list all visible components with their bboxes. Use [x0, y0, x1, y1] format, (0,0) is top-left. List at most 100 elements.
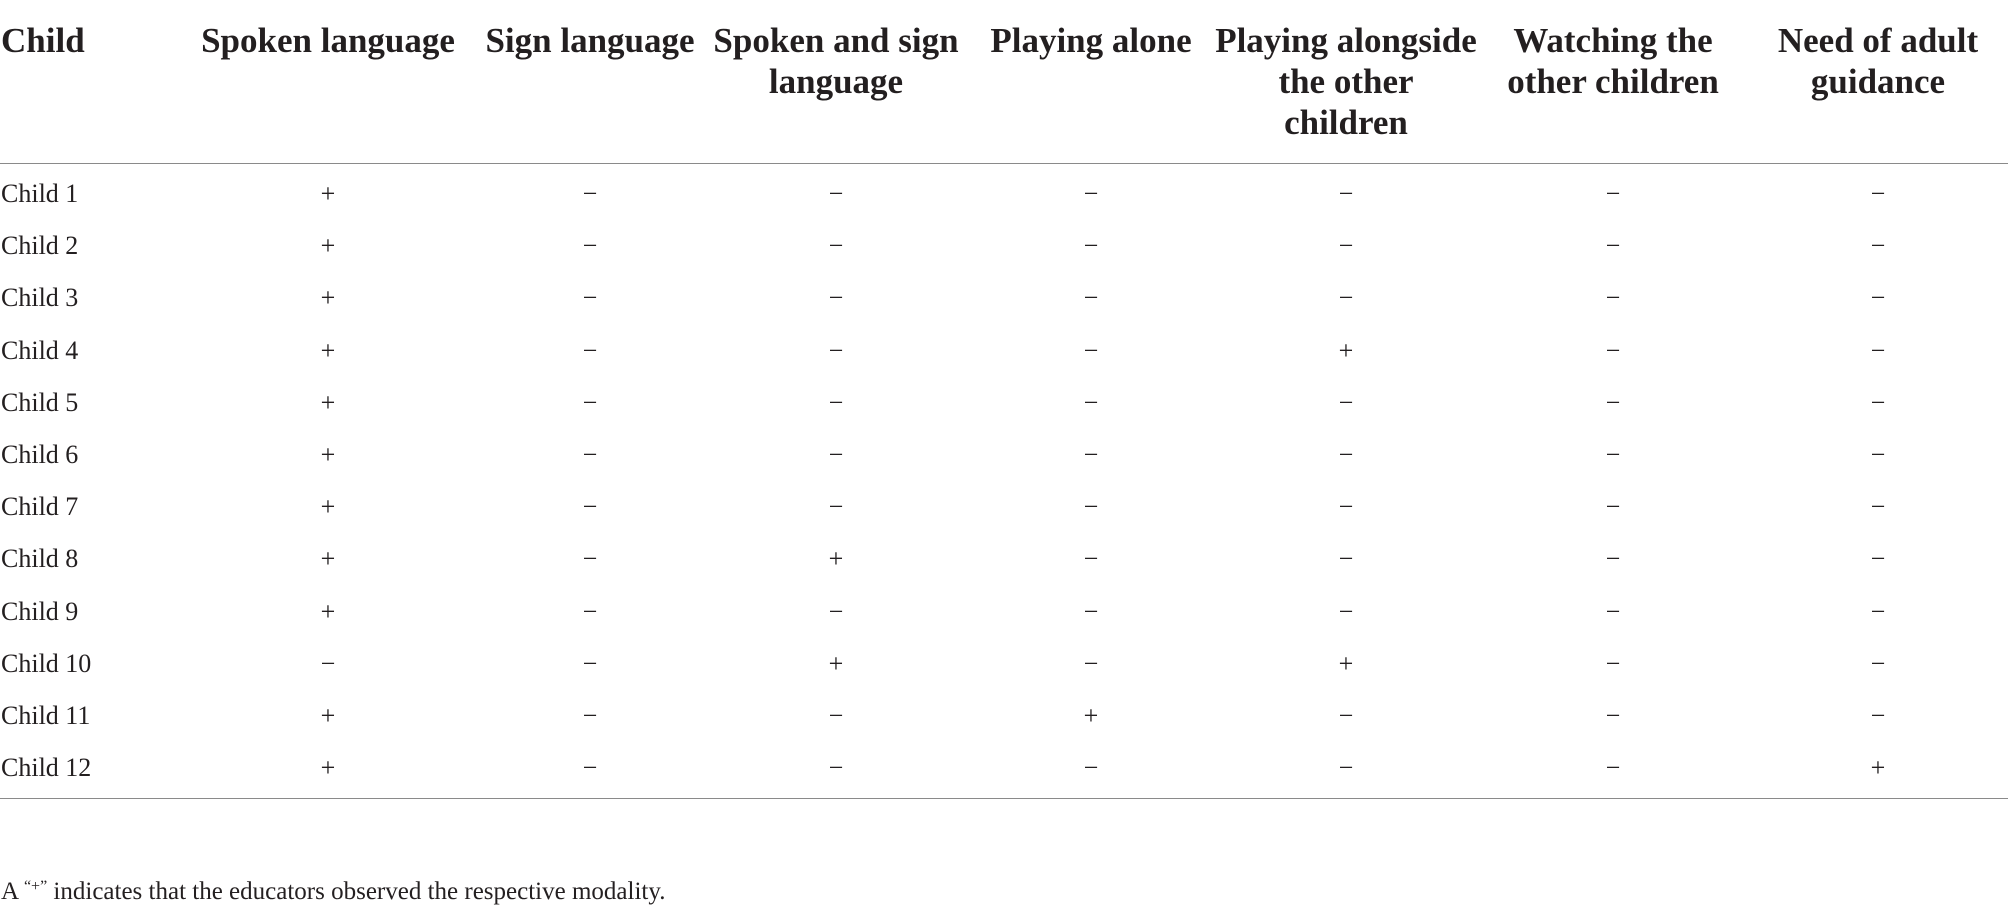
- row-label-cell: Child 6: [1, 440, 79, 470]
- observation-cell: −: [1605, 231, 1621, 261]
- observation-cell: +: [320, 753, 336, 783]
- observation-cell: −: [1338, 700, 1354, 730]
- row-label-cell: Child 8: [1, 544, 79, 574]
- observation-cell: −: [582, 596, 598, 626]
- row-label-cell: Child 4: [1, 335, 79, 365]
- row-label-cell: Child 10: [1, 648, 92, 678]
- observation-cell: −: [1083, 596, 1099, 626]
- observation-cell: −: [828, 335, 844, 365]
- observation-cell: −: [1338, 492, 1354, 522]
- row-label-cell: Child 12: [1, 753, 92, 783]
- observation-cell: −: [1338, 179, 1354, 209]
- column-header: Sign language: [476, 0, 704, 164]
- table-row: Child 11 + − − + − − −: [0, 690, 2008, 742]
- observation-cell: −: [582, 283, 598, 313]
- observation-table-container: Child Spoken language Sign language Spoken …: [0, 0, 2008, 800]
- observation-cell: −: [1083, 492, 1099, 522]
- observation-cell: −: [1083, 387, 1099, 417]
- column-header: Spoken and sign language: [704, 0, 968, 164]
- observation-cell: −: [1605, 492, 1621, 522]
- observation-cell: −: [1870, 179, 1886, 209]
- observation-cell: −: [1870, 544, 1886, 574]
- observation-cell: −: [1083, 283, 1099, 313]
- table-row: Child 4 + − − − + − −: [0, 325, 2008, 377]
- observation-cell: −: [1605, 596, 1621, 626]
- observation-cell: −: [1338, 283, 1354, 313]
- observation-cell: −: [1338, 231, 1354, 261]
- observation-cell: −: [1605, 440, 1621, 470]
- observation-cell: +: [320, 231, 336, 261]
- row-label-cell: Child 5: [1, 387, 79, 417]
- table-bottom-rule: [0, 798, 2008, 800]
- observation-cell: +: [320, 283, 336, 313]
- table-row: Child 10 − − + − + − −: [0, 638, 2008, 690]
- observation-table: Child Spoken language Sign language Spoken …: [0, 0, 2008, 800]
- observation-cell: +: [1338, 648, 1354, 678]
- observation-cell: +: [320, 440, 336, 470]
- column-header: Spoken language: [180, 0, 476, 164]
- observation-cell: −: [1605, 179, 1621, 209]
- row-label-cell: Child 1: [1, 179, 79, 209]
- column-header: Playing alongside the other children: [1214, 0, 1478, 164]
- observation-cell: +: [320, 387, 336, 417]
- observation-cell: −: [582, 700, 598, 730]
- table-row: Child 3 + − − − − − −: [0, 272, 2008, 324]
- observation-cell: −: [828, 387, 844, 417]
- observation-cell: +: [320, 492, 336, 522]
- table-row: Child 12 + − − − − − +: [0, 742, 2008, 799]
- observation-cell: −: [1083, 648, 1099, 678]
- column-header: Child: [0, 0, 180, 164]
- observation-cell: −: [1870, 492, 1886, 522]
- observation-cell: +: [1083, 700, 1099, 730]
- observation-cell: −: [1605, 753, 1621, 783]
- table-footnote: A “+” indicates that the educators obser…: [1, 872, 665, 907]
- observation-cell: −: [582, 231, 598, 261]
- observation-cell: +: [320, 179, 336, 209]
- observation-cell: −: [582, 179, 598, 209]
- observation-cell: −: [828, 231, 844, 261]
- observation-cell: +: [1870, 753, 1886, 783]
- table-row: Child 2 + − − − − − −: [0, 220, 2008, 272]
- table-row: Child 1 + − − − − − −: [0, 164, 2008, 221]
- observation-cell: −: [582, 544, 598, 574]
- column-header: Need of adult guidance: [1748, 0, 2008, 164]
- footnote-prefix: A: [1, 878, 24, 905]
- row-label-cell: Child 7: [1, 492, 79, 522]
- observation-cell: −: [828, 179, 844, 209]
- observation-cell: −: [828, 440, 844, 470]
- observation-cell: −: [1870, 596, 1886, 626]
- observation-cell: −: [828, 700, 844, 730]
- observation-cell: −: [1338, 753, 1354, 783]
- observation-cell: −: [582, 335, 598, 365]
- observation-cell: +: [828, 648, 844, 678]
- observation-cell: −: [1870, 700, 1886, 730]
- observation-cell: −: [582, 753, 598, 783]
- observation-cell: −: [1870, 231, 1886, 261]
- observation-cell: −: [1083, 440, 1099, 470]
- bottom-rule-cell: [0, 798, 2008, 800]
- observation-cell: −: [1083, 179, 1099, 209]
- column-header: Playing alone: [968, 0, 1214, 164]
- observation-cell: −: [582, 648, 598, 678]
- header-row: Child Spoken language Sign language Spoken …: [0, 0, 2008, 164]
- observation-cell: +: [320, 544, 336, 574]
- observation-cell: +: [1338, 335, 1354, 365]
- observation-cell: −: [1605, 648, 1621, 678]
- observation-cell: −: [828, 753, 844, 783]
- observation-cell: +: [320, 700, 336, 730]
- row-label-cell: Child 3: [1, 283, 79, 313]
- observation-cell: −: [1870, 387, 1886, 417]
- observation-cell: −: [1870, 283, 1886, 313]
- table-body: Child 1 + − − − − − − Child 2 + − − − − − − Child 3 + − − − −…: [0, 164, 2008, 799]
- observation-cell: −: [1605, 544, 1621, 574]
- observation-cell: −: [1083, 335, 1099, 365]
- row-label-cell: Child 9: [1, 596, 79, 626]
- observation-cell: −: [1605, 387, 1621, 417]
- observation-cell: −: [1870, 440, 1886, 470]
- table-row: Child 8 + − + − − − −: [0, 533, 2008, 585]
- observation-cell: −: [1870, 335, 1886, 365]
- observation-cell: −: [828, 596, 844, 626]
- observation-cell: −: [828, 283, 844, 313]
- observation-cell: +: [320, 596, 336, 626]
- observation-cell: +: [320, 335, 336, 365]
